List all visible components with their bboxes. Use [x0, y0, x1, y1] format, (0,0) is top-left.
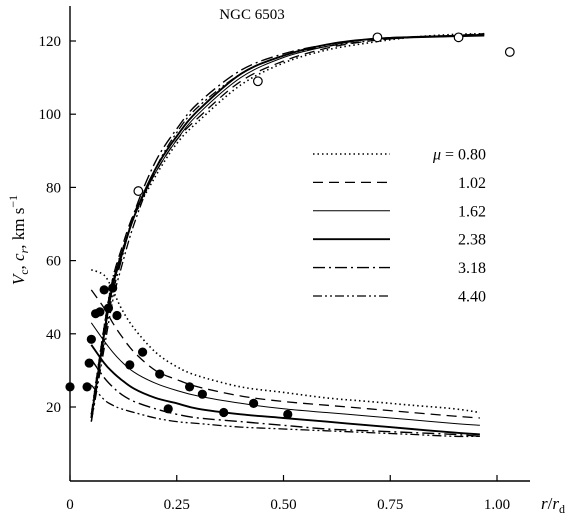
dispersion-point: [99, 285, 109, 295]
x-tick-label: 1.00: [484, 497, 510, 513]
legend-label: 4.40: [458, 289, 486, 306]
dispersion-point: [86, 334, 96, 344]
y-tick-label: 60: [46, 254, 61, 270]
rotation-curves: [90, 32, 485, 422]
dispersion-point: [137, 347, 148, 357]
rotation-point: [504, 47, 515, 57]
dispersion-curve-dash-dot: [90, 358, 480, 437]
rotation-curve-dashed: [90, 33, 485, 415]
dispersion-point: [197, 389, 207, 399]
rotation-point: [252, 76, 263, 87]
rotation-curve-solid-thick: [90, 34, 485, 419]
y-tick-label: 80: [46, 180, 61, 196]
x-tick-label: 0.25: [164, 497, 190, 513]
legend-label: 1.02: [458, 175, 486, 192]
legend: μ = 0.80 1.02 1.62 2.38 3.18 4.40: [313, 147, 486, 306]
x-tick-label: 0.50: [270, 497, 296, 513]
chart-title: NGC 6503: [219, 7, 284, 23]
x-axis-label-text: r/rd: [541, 494, 565, 516]
legend-label: 1.62: [458, 203, 486, 220]
rotation-curve-dotted: [90, 32, 485, 415]
axes: [69, 6, 530, 482]
dispersion-point: [82, 382, 92, 392]
x-ticks: 0 0.25 0.50 0.75 1.00: [66, 475, 510, 513]
dispersion-point: [155, 369, 165, 379]
observed-dispersion-points: [65, 283, 293, 419]
y-ticks: 20 40 60 80 100 120: [39, 34, 76, 416]
rotation-point: [133, 186, 144, 196]
dispersion-point: [184, 382, 195, 392]
dispersion-point: [65, 382, 75, 392]
dispersion-point: [84, 358, 94, 368]
rotation-point: [372, 32, 383, 43]
dispersion-point: [249, 398, 259, 408]
dispersion-point: [103, 303, 114, 313]
dispersion-point: [219, 407, 229, 418]
dispersion-curves: [90, 269, 481, 438]
rotation-point: [453, 32, 464, 43]
y-tick-label: 100: [39, 107, 62, 123]
dispersion-curve-solid-thin: [90, 322, 480, 426]
dispersion-point: [95, 307, 105, 317]
dispersion-point: [112, 310, 122, 321]
x-axis-label: r/rd: [541, 494, 565, 516]
x-tick-label: 0: [66, 497, 74, 513]
dispersion-curve-dashed: [90, 289, 480, 419]
dispersion-point: [163, 404, 173, 414]
y-tick-label: 20: [46, 400, 61, 416]
dispersion-curve-dotted: [90, 269, 481, 414]
y-axis-label-text: Vc, cr, km s−1: [6, 195, 31, 285]
rotation-curve-solid-thin: [90, 33, 485, 419]
rotation-curve-dash-dot: [90, 34, 485, 422]
rotation-curve-dash-dot-dot: [90, 33, 485, 422]
legend-label: 3.18: [458, 260, 486, 277]
chart-title-text: NGC 6503: [219, 7, 284, 23]
observed-rotation-points: [133, 32, 515, 196]
dispersion-curve-dash-dot-dot: [90, 384, 480, 438]
y-tick-label: 40: [46, 327, 61, 343]
y-tick-label: 120: [39, 34, 62, 50]
dispersion-point: [283, 409, 293, 419]
legend-label: 2.38: [458, 232, 486, 249]
y-axis-label: Vc, cr, km s−1: [6, 195, 31, 285]
dispersion-point: [108, 283, 118, 293]
legend-label: μ = 0.80: [432, 147, 486, 164]
dispersion-curve-solid-thick: [90, 344, 480, 436]
x-tick-label: 0.75: [377, 497, 403, 513]
dispersion-point: [125, 360, 135, 370]
